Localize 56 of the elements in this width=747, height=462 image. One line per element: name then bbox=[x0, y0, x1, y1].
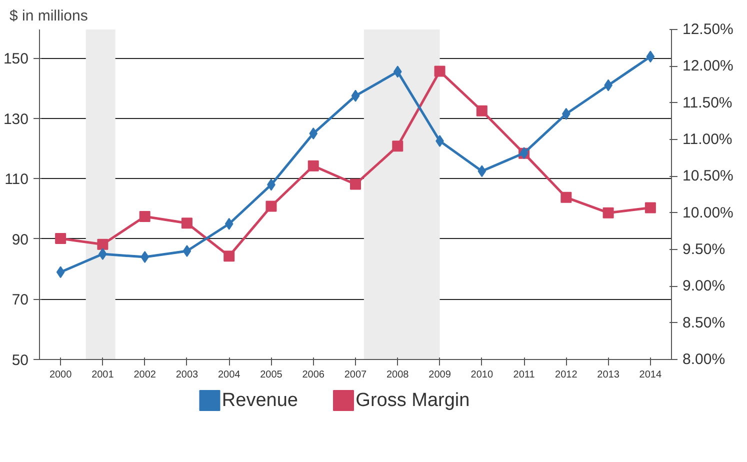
point bbox=[478, 165, 486, 178]
point bbox=[392, 140, 404, 152]
y2-tick-label: 12.00% bbox=[682, 58, 734, 75]
point bbox=[602, 207, 614, 218]
x-tick-label: 2005 bbox=[260, 370, 283, 380]
legend-label: Revenue bbox=[222, 390, 298, 411]
point bbox=[224, 250, 235, 262]
point bbox=[393, 66, 402, 78]
point bbox=[560, 192, 572, 203]
y2-tick-label: 8.00% bbox=[682, 351, 726, 368]
point bbox=[646, 50, 655, 63]
x-tick-label: 2000 bbox=[49, 370, 72, 380]
x-tick-label: 2007 bbox=[344, 370, 368, 380]
legend-label: Gross Margin bbox=[356, 390, 470, 411]
y-tick-label: 50 bbox=[12, 352, 29, 369]
point bbox=[350, 178, 361, 190]
x-tick-label: 2013 bbox=[597, 370, 620, 380]
x-tick-label: 2001 bbox=[92, 370, 114, 380]
point bbox=[351, 90, 360, 102]
x-tick-label: 2010 bbox=[470, 370, 494, 380]
y-tick-label: 90 bbox=[12, 231, 29, 248]
y2-tick-label: 10.00% bbox=[682, 204, 734, 222]
point bbox=[266, 200, 277, 212]
point bbox=[139, 211, 150, 222]
y2-tick-label: 9.50% bbox=[682, 241, 726, 258]
x-tick-label: 2002 bbox=[134, 370, 156, 380]
y-tick-label: 130 bbox=[3, 110, 29, 128]
point bbox=[55, 233, 66, 244]
point bbox=[181, 218, 192, 229]
y2-tick-label: 11.00% bbox=[682, 131, 732, 148]
y2-tick-label: 10.50% bbox=[682, 168, 734, 185]
y-tick-label: 110 bbox=[4, 171, 29, 188]
y2-tick-label: 11.50% bbox=[682, 94, 732, 112]
x-tick-label: 2008 bbox=[386, 370, 410, 380]
point bbox=[434, 66, 446, 77]
y2-tick-label: 9.00% bbox=[682, 278, 726, 295]
y2-tick-label: 8.50% bbox=[682, 314, 726, 332]
point bbox=[476, 105, 488, 116]
point bbox=[224, 218, 234, 230]
x-tick-label: 2004 bbox=[218, 370, 241, 380]
point bbox=[97, 238, 108, 250]
y-axis-title: $ in millions bbox=[10, 8, 88, 24]
x-tick-label: 2012 bbox=[555, 370, 578, 380]
point bbox=[308, 160, 319, 172]
x-tick-label: 2006 bbox=[302, 370, 325, 380]
point bbox=[309, 127, 318, 140]
point bbox=[644, 202, 656, 214]
point bbox=[56, 266, 65, 278]
y2-tick-label: 12.50% bbox=[682, 21, 734, 38]
point bbox=[182, 245, 192, 258]
y-tick-label: 150 bbox=[3, 50, 29, 68]
y-tick-label: 70 bbox=[12, 292, 29, 309]
x-tick-label: 2014 bbox=[639, 370, 662, 380]
x-tick-label: 2011 bbox=[513, 370, 536, 380]
x-tick-label: 2009 bbox=[428, 370, 452, 380]
x-tick-label: 2003 bbox=[176, 370, 199, 380]
